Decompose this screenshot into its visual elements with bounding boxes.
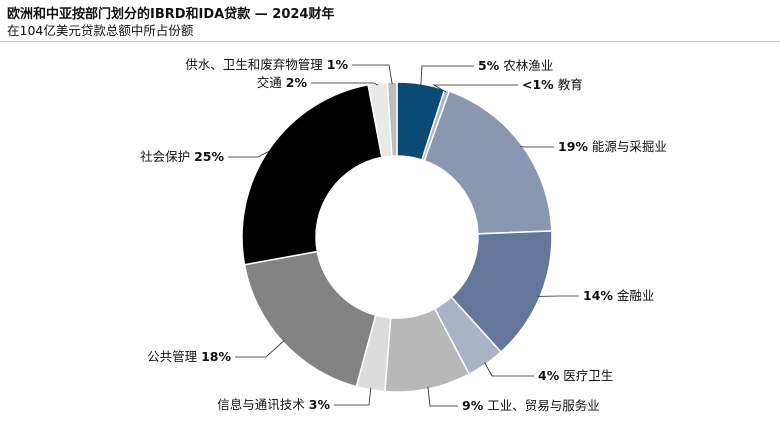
leader-line-3	[520, 146, 554, 148]
slice-pct-8: 18%	[201, 349, 231, 364]
slice-label-1: 5% 农林渔业	[478, 58, 553, 73]
slice-name-5: 医疗卫生	[563, 368, 613, 383]
slice-label-9: 社会保护 25%	[140, 149, 224, 164]
slice-pct-11: 1%	[327, 57, 349, 72]
slice-label-3: 19% 能源与采掘业	[558, 139, 667, 154]
slice-label-4: 14% 金融业	[583, 288, 654, 303]
slice-name-4: 金融业	[617, 288, 655, 303]
slice-label-7: 信息与通讯技术 3%	[217, 397, 330, 412]
leader-line-2	[432, 84, 518, 93]
slice-label-8: 公共管理 18%	[147, 349, 231, 364]
pie-slice-9	[241, 83, 383, 266]
slice-label-11: 供水、卫生和废弃物管理 1%	[185, 57, 348, 72]
slice-label-6: 9% 工业、贸易与服务业	[462, 398, 600, 413]
slice-name-1: 农林渔业	[503, 58, 553, 73]
leader-line-5	[484, 362, 534, 377]
pie-slice-11	[386, 81, 398, 157]
slice-pct-2: <1%	[522, 77, 554, 92]
slice-pct-7: 3%	[309, 397, 331, 412]
slice-name-9: 社会保护	[140, 149, 190, 164]
slice-pct-3: 19%	[558, 139, 588, 154]
slice-name-2: 教育	[558, 77, 583, 92]
slice-pct-4: 14%	[583, 288, 613, 303]
leader-line-8	[235, 340, 285, 358]
slice-pct-6: 9%	[462, 398, 484, 413]
chart-title: 欧洲和中亚按部门划分的IBRD和IDA贷款 — 2024财年	[7, 7, 335, 22]
slice-name-7: 信息与通讯技术	[217, 397, 305, 412]
slice-name-6: 工业、贸易与服务业	[487, 398, 600, 413]
leader-line-10	[311, 82, 379, 86]
chart-subtitle: 在104亿美元贷款总额中所占份额	[7, 23, 194, 38]
leader-line-11	[352, 64, 393, 85]
leader-line-1	[420, 65, 474, 86]
slice-pct-5: 4%	[538, 368, 560, 383]
slice-name-10: 交通	[257, 75, 283, 90]
pie-slice-3	[423, 90, 553, 235]
slice-pct-9: 25%	[194, 149, 224, 164]
slice-name-11: 供水、卫生和废弃物管理	[185, 57, 323, 72]
slice-label-10: 交通 2%	[257, 75, 308, 90]
slice-name-8: 公共管理	[147, 349, 198, 364]
header-divider	[0, 41, 780, 42]
leader-line-7	[334, 387, 372, 406]
slice-pct-1: 5%	[478, 58, 500, 73]
slice-label-2: <1% 教育	[522, 77, 583, 92]
slice-pct-10: 2%	[286, 75, 308, 90]
leader-line-9	[228, 150, 272, 158]
slice-label-5: 4% 医疗卫生	[538, 368, 613, 383]
slice-name-3: 能源与采掘业	[592, 139, 667, 154]
leader-line-6	[427, 386, 458, 407]
pie-slice-8	[243, 250, 377, 388]
